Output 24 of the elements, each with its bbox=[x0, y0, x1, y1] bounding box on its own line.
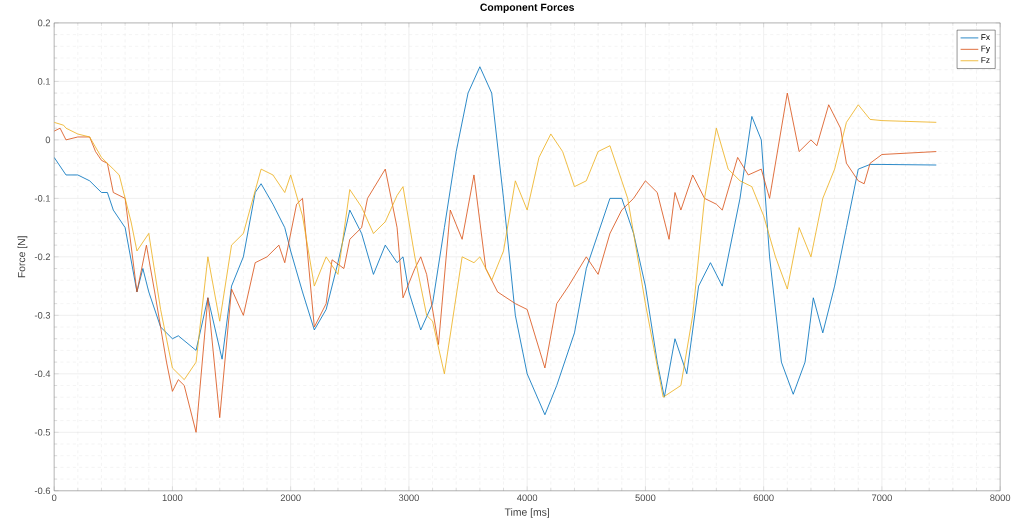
chart-title: Component Forces bbox=[480, 3, 575, 13]
legend-label: Fz bbox=[981, 56, 990, 63]
x-axis-title: Time [ms] bbox=[504, 508, 549, 518]
x-tick-label: 0 bbox=[51, 494, 57, 501]
x-tick-label: 5000 bbox=[635, 494, 656, 501]
y-tick-label: -0.1 bbox=[34, 194, 51, 202]
y-tick-label: 0 bbox=[45, 136, 51, 144]
x-tick-label: 4000 bbox=[516, 494, 538, 501]
x-tick-label: 1000 bbox=[162, 494, 183, 501]
x-tick-label: 6000 bbox=[753, 494, 774, 501]
y-tick-label: -0.2 bbox=[34, 253, 51, 260]
legend-label: Fy bbox=[981, 45, 991, 53]
y-tick-label: -0.3 bbox=[34, 311, 51, 319]
x-tick-label: 3000 bbox=[398, 494, 419, 501]
x-tick-label: 2000 bbox=[280, 494, 301, 501]
x-tick-label: 8000 bbox=[990, 494, 1011, 501]
x-tick-label: 7000 bbox=[871, 494, 892, 501]
y-axis-title: Force [N] bbox=[17, 236, 28, 278]
y-tick-label: -0.5 bbox=[34, 428, 51, 436]
y-tick-label: 0.2 bbox=[37, 19, 51, 27]
y-tick-label: -0.6 bbox=[34, 487, 51, 494]
y-tick-label: -0.4 bbox=[34, 370, 51, 377]
legend-label: Fx bbox=[981, 34, 990, 40]
y-tick-label: 0.1 bbox=[37, 77, 51, 85]
